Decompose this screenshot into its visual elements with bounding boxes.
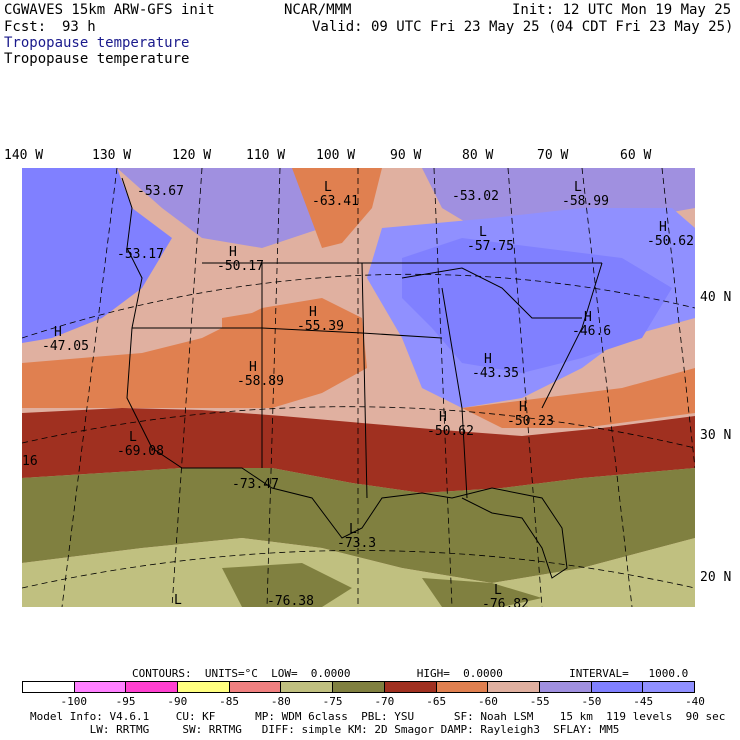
extremum-marker: L <box>494 583 502 598</box>
tropopause-temperature-map: -53.67 L-63.41 -53.02L-58.99L-57.75H-50.62… <box>22 168 695 607</box>
field-title-secondary: Tropopause temperature <box>4 51 190 67</box>
color-scale-segment <box>74 682 127 692</box>
extremum-value: -58.89 <box>237 374 284 389</box>
extremum-value: -73.3 <box>337 536 376 551</box>
extremum-value: -46.6 <box>572 324 611 339</box>
extremum-value: -43.35 <box>472 366 519 381</box>
extremum-marker: H <box>249 360 257 375</box>
extrema-labels: -53.67 L-63.41 -53.02L-58.99L-57.75H-50.62… <box>22 180 694 607</box>
color-scale-tick-label: -75 <box>322 695 343 708</box>
extremum-value: -57.75 <box>467 239 514 254</box>
extremum-value: -73.47 <box>232 477 279 492</box>
color-scale-tick-label: -80 <box>270 695 291 708</box>
org-label: NCAR/MMM <box>284 2 352 18</box>
extremum-marker: L <box>174 593 182 607</box>
extremum-marker: L <box>324 180 332 195</box>
color-scale-tick-label: -70 <box>374 695 395 708</box>
extremum-value: -69.08 <box>117 444 164 459</box>
lon-label-120w: 120 W <box>172 148 212 163</box>
color-scale-segment <box>643 682 694 692</box>
extremum-value: -55.39 <box>297 319 344 334</box>
model-title: CGWAVES 15km ARW-GFS init <box>4 2 215 18</box>
color-scale-tick-label: -40 <box>685 695 705 708</box>
extremum-value: -53.02 <box>452 189 499 204</box>
color-scale-segment <box>229 682 282 692</box>
lon-label-80w: 80 W <box>462 148 494 163</box>
shaded-field <box>22 168 695 607</box>
color-scale-segment <box>333 682 385 692</box>
lon-label-70w: 70 W <box>537 148 569 163</box>
color-scale-tick-label: -50 <box>581 695 602 708</box>
extremum-value: -47.05 <box>42 339 89 354</box>
lat-label-40n: 40 N <box>700 290 732 305</box>
model-info-line1: Model Info: V4.6.1 CU: KF MP: WDM 6class… <box>30 710 726 723</box>
field-title-primary: Tropopause temperature <box>4 35 190 51</box>
extremum-marker: H <box>584 310 592 325</box>
political-boundaries <box>121 177 603 579</box>
extremum-value: -53.67 <box>137 184 184 199</box>
extremum-value: -50.17 <box>217 259 264 274</box>
color-scale-segment <box>488 682 540 692</box>
extremum-marker: H <box>484 352 492 367</box>
lon-label-140w: 140 W <box>4 148 44 163</box>
color-scale-tick-label: -60 <box>477 695 498 708</box>
lon-label-60w: 60 W <box>620 148 652 163</box>
extremum-marker: L <box>349 522 357 537</box>
extremum-value: -53.17 <box>117 247 164 262</box>
extremum-marker: H <box>229 245 237 260</box>
graticule <box>22 168 695 607</box>
extremum-marker: L <box>129 430 137 445</box>
color-scale-tick-label: -95 <box>115 695 136 708</box>
color-scale-tick-label: -100 <box>60 695 88 708</box>
lon-label-110w: 110 W <box>246 148 286 163</box>
extremum-value: -76.38 <box>267 594 314 607</box>
color-scale-tick-label: -55 <box>529 695 550 708</box>
extremum-value: -58.99 <box>562 194 609 209</box>
extremum-value: -50.62 <box>427 424 474 439</box>
extremum-marker: H <box>519 400 527 415</box>
forecast-label: Fcst: <box>4 19 47 35</box>
valid-time: Valid: 09 UTC Fri 23 May 25 (04 CDT Fri … <box>312 19 734 35</box>
color-scale-segment <box>178 682 230 692</box>
color-scale-segment <box>281 682 334 692</box>
color-scale-segment <box>23 682 75 692</box>
lat-label-20n: 20 N <box>700 570 732 585</box>
color-scale-tick-label: -90 <box>167 695 188 708</box>
extremum-value: 16 <box>22 454 38 469</box>
color-scale-segment <box>591 682 644 692</box>
color-scale-bar <box>22 681 695 693</box>
lon-label-90w: 90 W <box>390 148 422 163</box>
extremum-value: -63.41 <box>312 194 359 209</box>
lon-label-100w: 100 W <box>316 148 356 163</box>
lon-label-130w: 130 W <box>92 148 132 163</box>
extremum-value: -76.82 <box>482 597 529 607</box>
extremum-marker: H <box>439 410 447 425</box>
contour-info: CONTOURS: UNITS=°C LOW= 0.0000 HIGH= 0.0… <box>132 667 689 680</box>
lat-label-30n: 30 N <box>700 428 732 443</box>
extremum-marker: H <box>309 305 317 320</box>
forecast-hour: 93 h <box>62 19 96 35</box>
extremum-marker: H <box>54 325 62 340</box>
color-scale-segment <box>539 682 592 692</box>
extremum-marker: H <box>659 220 667 235</box>
extremum-value: -50.23 <box>507 414 554 429</box>
color-scale-tick-label: -85 <box>219 695 239 708</box>
extremum-value: -50.62 <box>647 234 694 249</box>
color-scale-tick-label: -45 <box>633 695 654 708</box>
extremum-marker: L <box>574 180 582 195</box>
color-scale-segment <box>436 682 489 692</box>
color-scale-segment <box>384 682 437 692</box>
model-info-line2: LW: RRTMG SW: RRTMG DIFF: simple KM: 2D … <box>30 723 620 736</box>
extremum-marker: L <box>479 225 487 240</box>
init-time: Init: 12 UTC Mon 19 May 25 <box>512 2 732 18</box>
color-scale-tick-label: -65 <box>426 695 447 708</box>
color-scale-segment <box>126 682 179 692</box>
